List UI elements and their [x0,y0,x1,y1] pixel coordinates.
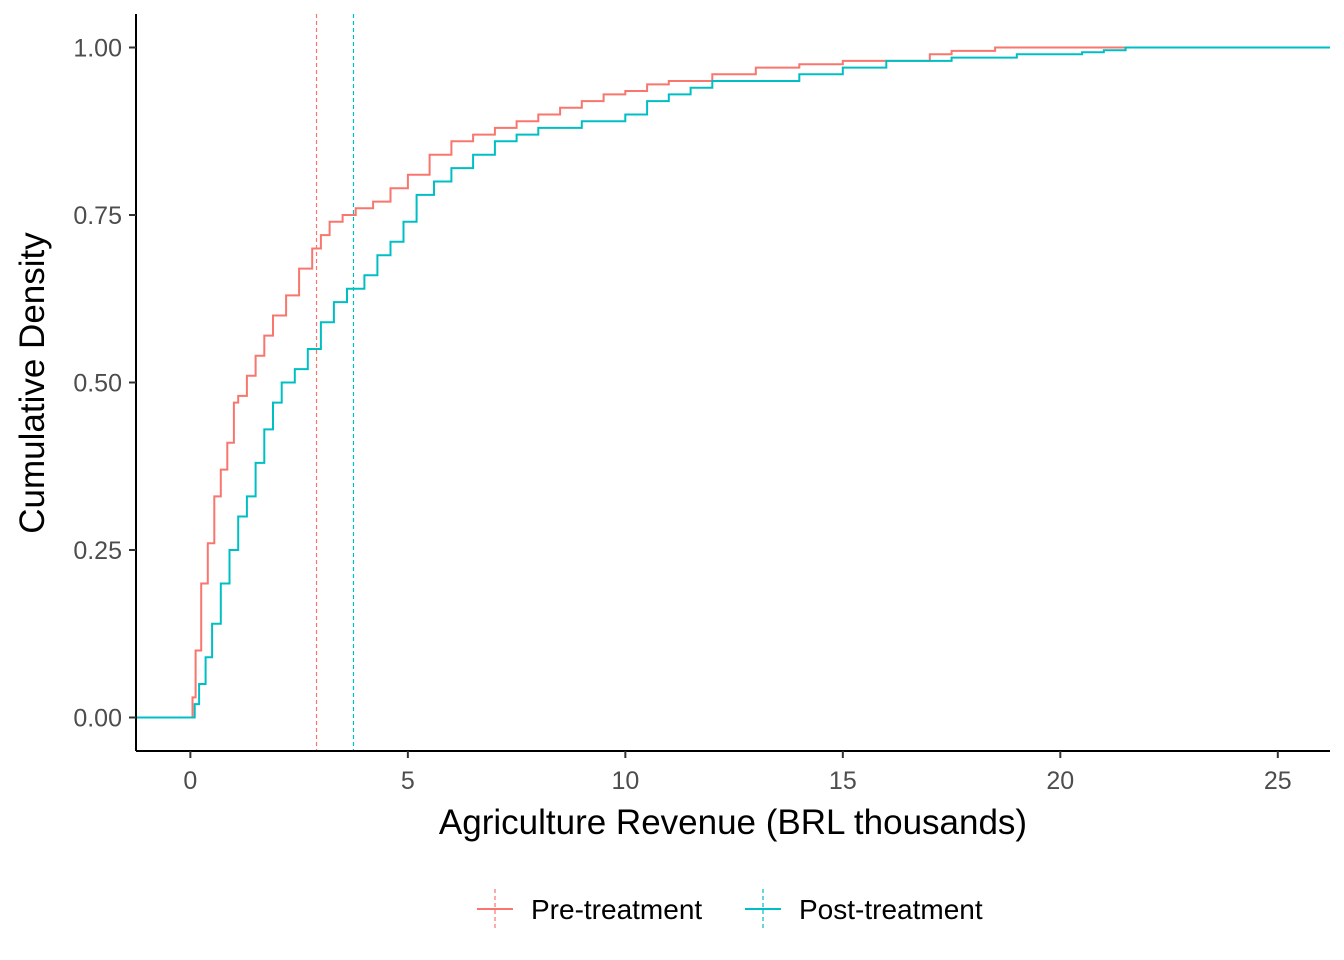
x-tick-label: 0 [183,767,197,795]
legend-key-pre-treatment [477,889,513,929]
series-line-pre-treatment [136,46,1330,719]
y-tick-label: 0.75 [73,202,122,230]
legend: Pre-treatment Post-treatment [477,889,983,929]
x-tick-label: 10 [611,767,639,795]
series-line-post-treatment [136,46,1330,719]
y-tick-label: 0.25 [73,537,122,565]
x-tick-label: 5 [401,767,415,795]
y-ticks: 0.00 0.25 0.50 0.75 1.00 [73,35,136,733]
legend-label-post-treatment: Post-treatment [799,894,983,925]
legend-label-pre-treatment: Pre-treatment [531,894,702,925]
x-tick-label: 25 [1264,767,1292,795]
y-tick-label: 1.00 [73,35,122,63]
legend-key-post-treatment [745,889,781,929]
x-ticks: 0 5 10 15 20 25 [183,751,1292,795]
plot-area [136,14,1330,751]
x-axis-title: Agriculture Revenue (BRL thousands) [439,803,1027,842]
y-tick-label: 0.00 [73,705,122,733]
y-axis-title: Cumulative Density [13,232,52,534]
x-tick-label: 15 [829,767,857,795]
x-tick-label: 20 [1046,767,1074,795]
y-tick-label: 0.50 [73,370,122,398]
